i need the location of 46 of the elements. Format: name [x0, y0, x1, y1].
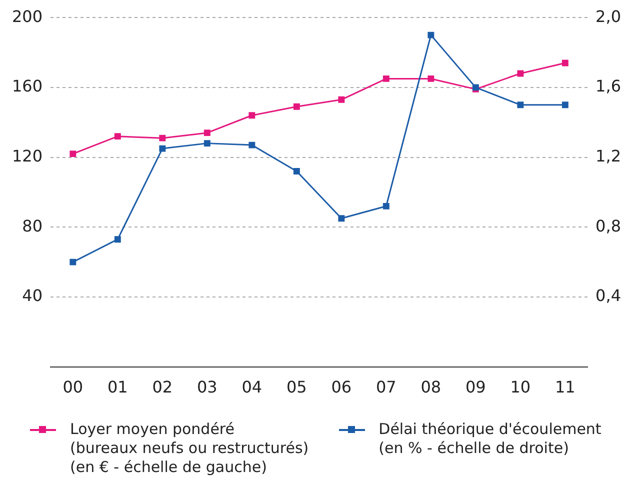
point [114, 133, 121, 140]
x-tick-label: 07 [376, 378, 396, 397]
x-tick-label: 01 [107, 378, 128, 397]
y2-tick-label: 0,4 [596, 286, 622, 306]
point [293, 168, 300, 174]
x-tick-label: 08 [420, 378, 442, 397]
point [517, 102, 524, 108]
point [159, 134, 166, 142]
point [204, 140, 210, 147]
y2-tick-label: 1,2 [596, 146, 622, 166]
x-tick-label: 03 [196, 378, 218, 397]
point [382, 75, 390, 82]
y2-tick-label: 2,0 [596, 6, 622, 26]
point [293, 103, 300, 110]
y2-tick-label: 1,6 [596, 76, 622, 96]
y-tick-label: 40 [22, 286, 43, 306]
point [70, 258, 76, 266]
y2-tick-label: 0,8 [596, 216, 622, 236]
x-tick-label: 10 [510, 378, 531, 397]
y-tick-label: 160 [12, 76, 43, 96]
legend-label: Délai théorique d'écoulement (en % - échelle de droite) [378, 420, 602, 458]
y-tick-label: 120 [12, 146, 43, 166]
point [382, 202, 390, 210]
x-tick-label: 05 [286, 378, 307, 397]
point [338, 215, 345, 222]
point [248, 142, 256, 148]
x-tick-label: 06 [331, 378, 352, 397]
y-tick-label: 200 [12, 6, 43, 26]
point [517, 70, 524, 77]
x-tick-label: 02 [152, 378, 173, 397]
x-tick-label: 09 [465, 378, 486, 397]
point [562, 60, 568, 66]
y-tick-label: 80 [22, 216, 43, 236]
x-tick-label: 11 [555, 378, 576, 397]
x-tick-label: 00 [62, 378, 84, 397]
legend-label: Loyer moyen pondéré (bureaux neufs ou restructurés) (en € - échelle de gauche) [70, 420, 309, 477]
point [114, 236, 121, 243]
point [428, 32, 434, 38]
point [248, 112, 256, 119]
point [428, 75, 434, 82]
x-tick-label: 04 [242, 378, 262, 397]
point [159, 145, 166, 152]
point [70, 150, 76, 158]
point [338, 96, 345, 103]
point [562, 102, 568, 108]
point [204, 130, 210, 136]
